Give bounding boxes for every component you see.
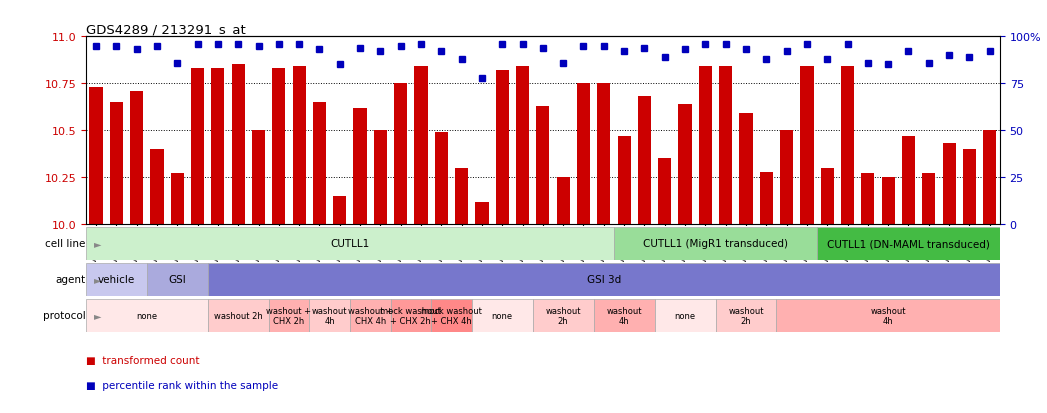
- Text: washout
2h: washout 2h: [545, 306, 581, 325]
- Bar: [821, 169, 833, 225]
- Bar: [618, 137, 630, 225]
- Bar: [495, 71, 509, 225]
- Bar: [777, 299, 1000, 332]
- Bar: [780, 131, 794, 225]
- Text: washout
4h: washout 4h: [606, 306, 642, 325]
- Bar: [89, 88, 103, 225]
- Bar: [191, 69, 204, 225]
- Text: GSI 3d: GSI 3d: [586, 275, 621, 285]
- Text: CUTLL1 (MigR1 transduced): CUTLL1 (MigR1 transduced): [643, 239, 788, 249]
- Bar: [231, 65, 245, 225]
- Bar: [475, 202, 489, 225]
- Text: GSI: GSI: [169, 275, 186, 285]
- Bar: [269, 299, 309, 332]
- Text: washout +
CHX 4h: washout + CHX 4h: [348, 306, 393, 325]
- Bar: [391, 299, 431, 332]
- Bar: [272, 69, 286, 225]
- Text: washout +
CHX 2h: washout + CHX 2h: [267, 306, 311, 325]
- Text: vehicle: vehicle: [97, 275, 135, 285]
- Bar: [455, 169, 468, 225]
- Bar: [597, 84, 610, 225]
- Bar: [313, 103, 326, 225]
- Bar: [594, 299, 654, 332]
- Bar: [435, 133, 448, 225]
- Bar: [207, 299, 269, 332]
- Bar: [800, 67, 814, 225]
- Bar: [882, 178, 895, 225]
- Text: CUTLL1 (DN-MAML transduced): CUTLL1 (DN-MAML transduced): [827, 239, 989, 249]
- Text: agent: agent: [55, 275, 86, 285]
- Bar: [86, 228, 614, 260]
- Text: washout 2h: washout 2h: [214, 311, 263, 320]
- Bar: [983, 131, 997, 225]
- Text: mock washout
+ CHX 4h: mock washout + CHX 4h: [421, 306, 482, 325]
- Bar: [86, 263, 147, 296]
- Text: washout
2h: washout 2h: [729, 306, 763, 325]
- Text: none: none: [136, 311, 157, 320]
- Bar: [147, 263, 207, 296]
- Text: washout
4h: washout 4h: [870, 306, 906, 325]
- Bar: [638, 97, 651, 225]
- Bar: [654, 299, 715, 332]
- Text: washout
4h: washout 4h: [312, 306, 348, 325]
- Text: ►: ►: [94, 311, 102, 320]
- Text: ■  percentile rank within the sample: ■ percentile rank within the sample: [86, 380, 279, 390]
- Bar: [211, 69, 224, 225]
- Text: ►: ►: [94, 275, 102, 285]
- Text: ►: ►: [94, 239, 102, 249]
- Bar: [86, 299, 207, 332]
- Bar: [472, 299, 533, 332]
- Bar: [963, 150, 976, 225]
- Text: cell line: cell line: [45, 239, 86, 249]
- Bar: [614, 228, 817, 260]
- Bar: [862, 174, 874, 225]
- Bar: [309, 299, 350, 332]
- Bar: [110, 103, 122, 225]
- Bar: [130, 92, 143, 225]
- Bar: [659, 159, 671, 225]
- Bar: [719, 67, 732, 225]
- Bar: [715, 299, 777, 332]
- Bar: [207, 263, 1000, 296]
- Bar: [333, 197, 347, 225]
- Text: none: none: [492, 311, 513, 320]
- Text: CUTLL1: CUTLL1: [330, 239, 370, 249]
- Bar: [922, 174, 935, 225]
- Bar: [678, 104, 692, 225]
- Bar: [252, 131, 265, 225]
- Bar: [516, 67, 529, 225]
- Bar: [760, 172, 773, 225]
- Bar: [901, 137, 915, 225]
- Bar: [841, 67, 854, 225]
- Bar: [292, 67, 306, 225]
- Text: none: none: [674, 311, 695, 320]
- Bar: [374, 131, 387, 225]
- Bar: [431, 299, 472, 332]
- Bar: [394, 84, 407, 225]
- Bar: [536, 107, 550, 225]
- Bar: [350, 299, 391, 332]
- Bar: [817, 228, 1000, 260]
- Bar: [698, 67, 712, 225]
- Text: ■  transformed count: ■ transformed count: [86, 356, 199, 366]
- Bar: [533, 299, 594, 332]
- Bar: [415, 67, 427, 225]
- Bar: [577, 84, 591, 225]
- Text: protocol: protocol: [43, 311, 86, 320]
- Bar: [739, 114, 753, 225]
- Bar: [354, 109, 366, 225]
- Bar: [942, 144, 956, 225]
- Text: GDS4289 / 213291_s_at: GDS4289 / 213291_s_at: [86, 23, 246, 36]
- Bar: [171, 174, 184, 225]
- Bar: [557, 178, 570, 225]
- Bar: [151, 150, 163, 225]
- Text: mock washout
+ CHX 2h: mock washout + CHX 2h: [380, 306, 441, 325]
